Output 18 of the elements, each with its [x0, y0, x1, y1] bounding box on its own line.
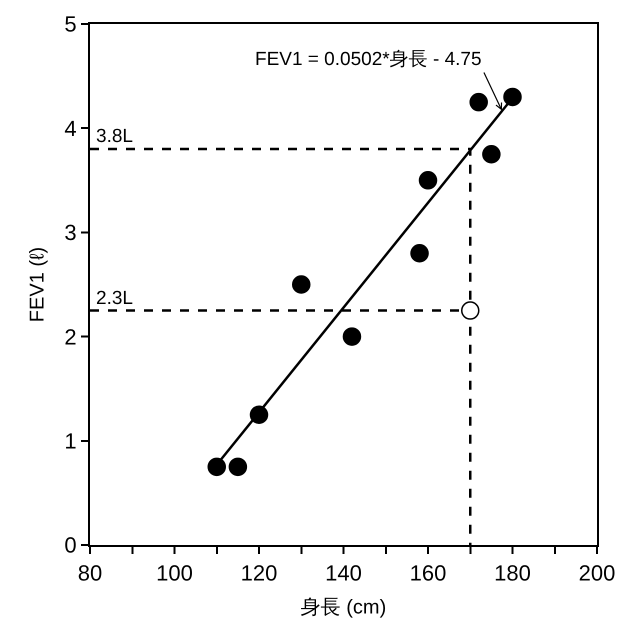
y-tick-label: 3 [64, 220, 77, 246]
x-tick-label: 180 [494, 560, 531, 586]
y-tick-label: 4 [64, 116, 77, 141]
y-tick-label: 2 [64, 324, 77, 350]
y-axis-title: FEV1 (ℓ) [26, 246, 48, 322]
x-tick-label: 80 [78, 560, 102, 586]
annotation: 3.8L [96, 126, 133, 147]
annotation: FEV1 = 0.0502*身長 - 4.75 [255, 49, 482, 70]
y-tick-label: 0 [64, 532, 77, 558]
x-tick-label: 100 [156, 560, 193, 586]
x-axis-title: 身長 (cm) [300, 596, 386, 618]
x-tick-label: 200 [578, 560, 616, 586]
x-tick-label: 140 [325, 560, 362, 586]
y-tick-label: 5 [64, 12, 77, 37]
x-tick-label: 120 [240, 560, 278, 586]
y-tick-label: 1 [64, 428, 77, 454]
annotation: 2.3L [96, 288, 133, 309]
x-tick-label: 160 [410, 560, 446, 586]
